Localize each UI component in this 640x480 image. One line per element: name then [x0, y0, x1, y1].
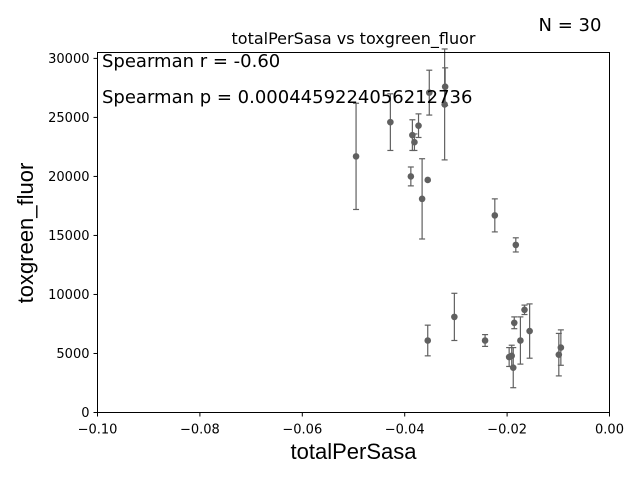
- data-point: [441, 83, 449, 91]
- y-axis: 0 5000 10000 15000 20000 25000 30000: [48, 52, 98, 421]
- data-point: [521, 306, 528, 314]
- chart-title: totalPerSasa vs toxgreen_fluor: [232, 29, 476, 49]
- y-tick-label: 25000: [48, 111, 89, 126]
- data-point: [508, 352, 516, 360]
- data-point: [387, 118, 394, 126]
- n-count-label: N = 30: [539, 15, 602, 36]
- x-tick-label: −0.02: [487, 423, 527, 438]
- data-point: [424, 176, 432, 184]
- y-tick-label: 20000: [48, 170, 89, 185]
- x-axis: −0.10 −0.08 −0.06 −0.04 −0.02 0.00: [78, 412, 624, 438]
- data-point: [352, 153, 360, 160]
- plot-frame: [97, 52, 610, 413]
- data-point: [509, 364, 517, 371]
- x-tick-label: −0.10: [78, 423, 118, 438]
- data-point: [411, 138, 418, 146]
- data-point: [418, 195, 426, 203]
- x-tick-label: −0.08: [180, 423, 220, 438]
- x-tick-label: 0.00: [595, 423, 624, 438]
- data-point: [407, 173, 415, 180]
- data-point: [512, 241, 520, 249]
- y-axis-label: toxgreen_fluor: [13, 163, 38, 304]
- y-tick-label: 30000: [48, 52, 89, 67]
- data-point: [510, 319, 518, 327]
- spearman-p-annotation: Spearman p = 0.0004459224056212736: [102, 87, 472, 108]
- data-point: [557, 344, 565, 351]
- data-point: [424, 337, 432, 344]
- spearman-r-annotation: Spearman r = -0.60: [102, 51, 280, 72]
- data-point: [526, 327, 533, 335]
- x-tick-label: −0.04: [385, 423, 425, 438]
- x-axis-label: totalPerSasa: [291, 439, 418, 464]
- data-point: [517, 337, 524, 344]
- data-point: [491, 212, 499, 219]
- data-point: [415, 122, 422, 129]
- y-tick-label: 0: [81, 406, 89, 421]
- y-tick-label: 10000: [48, 288, 89, 303]
- y-tick-label: 15000: [48, 229, 89, 244]
- plot-marks: [352, 48, 565, 389]
- y-tick-label: 5000: [56, 347, 89, 362]
- data-point: [481, 337, 489, 344]
- x-tick-label: −0.06: [282, 423, 322, 438]
- data-point: [425, 89, 433, 96]
- data-point: [451, 313, 458, 321]
